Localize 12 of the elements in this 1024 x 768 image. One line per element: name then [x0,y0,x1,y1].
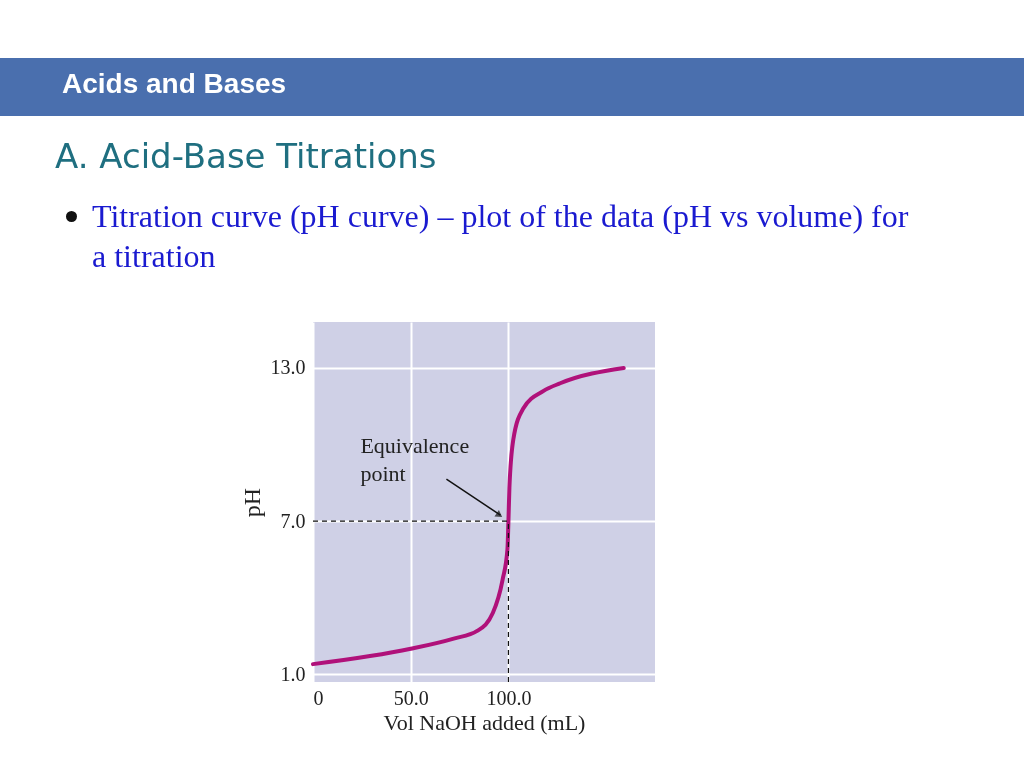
chart-subtitle: Titration curve (pH curve) – plot of the data (pH vs volume) for a titration [91,197,910,276]
y-tick-label: 13.0 [270,356,306,379]
x-tick-label: 100.0 [486,686,532,709]
x-axis-title: Vol NaOH added (mL) [383,709,586,735]
y-axis-title: pH [238,487,265,518]
y-tick-label: 1.0 [280,662,306,685]
x-tick-label: 0 [313,686,324,709]
x-tick-label: 50.0 [393,686,429,709]
y-tick-label: 7.0 [280,509,306,532]
annotation: Equivalence point [360,433,470,487]
text: Acids and Bases [62,68,287,100]
chart-title: A. Acid-Base Titrations [55,136,437,176]
